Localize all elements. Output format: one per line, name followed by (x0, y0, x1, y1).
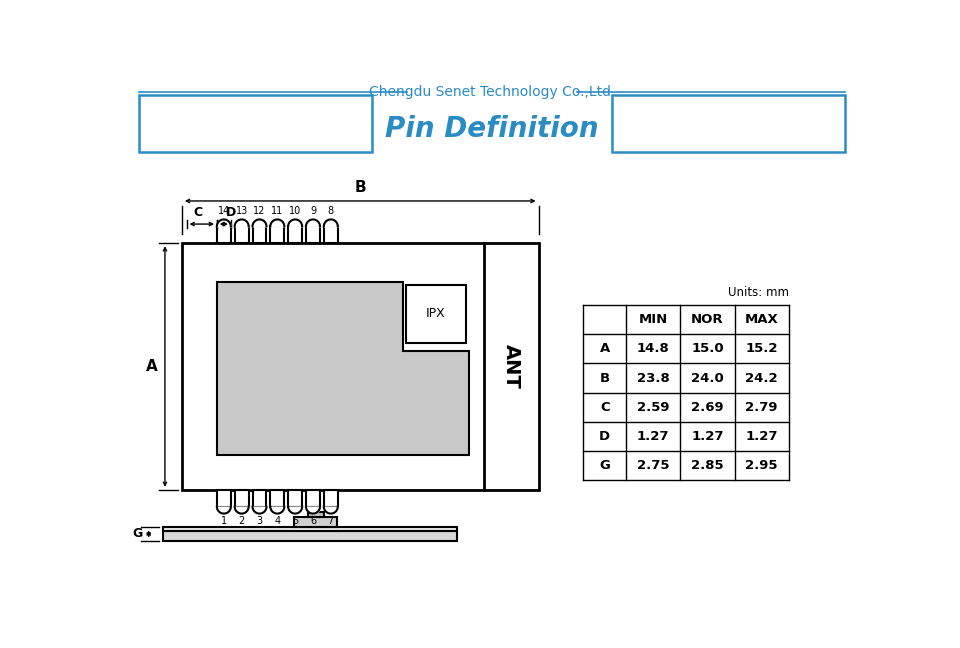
Bar (162, 531, 457, 540)
Bar (271, 226, 284, 243)
Text: G: G (132, 527, 142, 540)
Text: 1.27: 1.27 (636, 430, 669, 443)
Bar (271, 490, 284, 507)
Text: MIN: MIN (638, 313, 668, 326)
Text: 9: 9 (310, 205, 316, 216)
Text: B: B (600, 371, 610, 384)
Text: 2.59: 2.59 (636, 401, 669, 414)
Bar (288, 226, 302, 243)
Text: ANT: ANT (502, 344, 521, 389)
Text: 2.95: 2.95 (746, 459, 778, 472)
Bar (324, 226, 338, 243)
Text: D: D (599, 430, 611, 443)
Text: 3: 3 (256, 516, 263, 526)
Text: 1.27: 1.27 (691, 430, 724, 443)
Text: 4: 4 (275, 516, 280, 526)
Bar (234, 490, 249, 507)
Text: IPX: IPX (426, 307, 445, 320)
Bar (139, 95, 372, 152)
Bar (306, 226, 320, 243)
Text: 24.0: 24.0 (691, 371, 724, 384)
Text: 10: 10 (289, 205, 301, 216)
Bar (217, 226, 230, 243)
Text: C: C (600, 401, 610, 414)
Bar (252, 490, 267, 507)
Text: 15.2: 15.2 (746, 342, 778, 355)
Bar (308, 512, 324, 516)
Text: 1.27: 1.27 (746, 430, 778, 443)
Text: NOR: NOR (691, 313, 724, 326)
Text: 5: 5 (292, 516, 299, 526)
Text: 2.69: 2.69 (691, 401, 724, 414)
Bar (295, 516, 337, 527)
Text: 6: 6 (310, 516, 316, 526)
Text: 24.2: 24.2 (745, 371, 778, 384)
Text: G: G (599, 459, 611, 472)
Bar (162, 527, 457, 531)
Text: C: C (193, 207, 203, 220)
Bar (306, 490, 320, 507)
Text: 12: 12 (253, 205, 266, 216)
Text: MAX: MAX (745, 313, 779, 326)
Text: 15.0: 15.0 (691, 342, 724, 355)
Text: 13: 13 (235, 205, 248, 216)
Text: D: D (227, 207, 236, 220)
Text: 7: 7 (327, 516, 334, 526)
Text: 2: 2 (238, 516, 245, 526)
Bar (324, 490, 338, 507)
Text: 2.75: 2.75 (636, 459, 669, 472)
Text: 23.8: 23.8 (636, 371, 669, 384)
Text: 14: 14 (218, 205, 230, 216)
Text: 8: 8 (327, 205, 334, 216)
Text: 1: 1 (221, 516, 227, 526)
Text: Pin Definition: Pin Definition (385, 115, 599, 143)
Bar (182, 243, 539, 490)
Text: Chengdu Senet Technology Co.,Ltd.: Chengdu Senet Technology Co.,Ltd. (369, 85, 615, 98)
Bar (406, 285, 466, 343)
Text: Units: mm: Units: mm (728, 286, 789, 299)
Bar (612, 95, 845, 152)
Text: A: A (146, 359, 157, 374)
Bar (252, 226, 267, 243)
Text: B: B (354, 179, 366, 195)
Text: A: A (600, 342, 610, 355)
Bar (234, 226, 249, 243)
Text: 14.8: 14.8 (636, 342, 669, 355)
Text: 2.85: 2.85 (691, 459, 724, 472)
Text: 2.79: 2.79 (746, 401, 778, 414)
Polygon shape (217, 282, 468, 455)
Bar (288, 490, 302, 507)
Bar (217, 490, 230, 507)
Text: 11: 11 (272, 205, 283, 216)
